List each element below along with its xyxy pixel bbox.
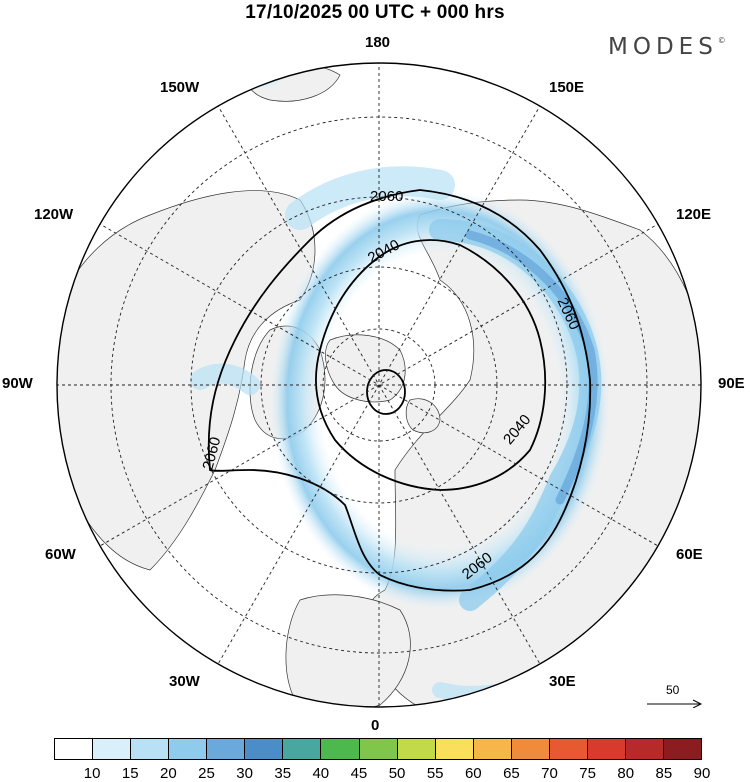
colorbar-tick-label: 75 (579, 765, 596, 782)
contour-label: 2060 (370, 188, 403, 205)
colorbar-swatch (207, 739, 246, 759)
colorbar-swatch (169, 739, 208, 759)
colorbar-swatch (397, 739, 436, 759)
contour-2060 (207, 189, 592, 592)
land-north-africa (285, 594, 411, 707)
colorbar-swatch (55, 739, 94, 759)
colorbar-tick-label: 40 (312, 765, 330, 782)
jet-atlantic (190, 363, 260, 395)
wind-speed-colorbar (54, 738, 702, 760)
lon-label-90e: 90E (718, 375, 745, 392)
colorbar-tick-label: 85 (655, 765, 673, 782)
lon-label-120w: 120W (34, 206, 74, 223)
colorbar-tick-label: 20 (160, 765, 177, 782)
colorbar-tick-label: 35 (274, 765, 292, 782)
lon-label-30w: 30W (169, 673, 200, 690)
graticule (57, 63, 701, 707)
colorbar-tick-label: 70 (541, 765, 558, 782)
colorbar-tick-label: 55 (426, 765, 444, 782)
map-title: 17/10/2025 00 UTC + 000 hrs (245, 2, 505, 23)
colorbar-tick-label: 45 (350, 765, 368, 782)
contour-2040 (315, 239, 547, 491)
wind-reference-arrow (647, 699, 703, 708)
colorbar-tick-label: 10 (83, 765, 101, 782)
lon-label-150w: 150W (160, 79, 200, 96)
colorbar-swatch (435, 739, 474, 759)
colorbar-swatch (321, 739, 360, 759)
brand-name: MODES (608, 34, 718, 60)
map-border (56, 62, 702, 708)
lon-label-0: 0 (371, 717, 380, 734)
colorbar-swatch (473, 739, 512, 759)
brand-logo: MODES© (608, 34, 726, 60)
colorbar-swatch (587, 739, 626, 759)
copyright-mark: © (717, 36, 726, 45)
map-body (57, 63, 701, 707)
colorbar-tick-label: 15 (121, 765, 139, 782)
colorbar-swatch (549, 739, 588, 759)
colorbar-tick-label: 65 (503, 765, 520, 782)
jet-north (285, 166, 455, 230)
lon-label-60w: 60W (45, 546, 76, 563)
colorbar-swatch (625, 739, 664, 759)
colorbar-tick-label: 30 (236, 765, 253, 782)
lon-label-60e: 60E (676, 546, 703, 563)
lon-label-90w: 90W (2, 375, 33, 392)
lon-label-150e: 150E (549, 79, 585, 96)
jet-max (465, 230, 598, 505)
colorbar-swatch (511, 739, 550, 759)
colorbar-tick-label: 25 (198, 765, 215, 782)
wind-reference-value: 50 (666, 683, 680, 697)
lon-label-30e: 30E (549, 673, 576, 690)
jet-band (270, 190, 610, 610)
colorbar-swatch (245, 739, 284, 759)
colorbar-tick-label: 60 (464, 765, 482, 782)
colorbar-swatch (131, 739, 170, 759)
colorbar-swatch (664, 739, 702, 759)
colorbar-tick-label: 50 (388, 765, 406, 782)
lon-label-120e: 120E (676, 206, 712, 223)
lon-label-180: 180 (365, 34, 391, 51)
colorbar-swatch (359, 739, 398, 759)
colorbar-tick-label: 90 (693, 765, 711, 782)
colorbar-tick-label: 80 (617, 765, 635, 782)
colorbar-swatch (283, 739, 322, 759)
colorbar-swatch (93, 739, 132, 759)
